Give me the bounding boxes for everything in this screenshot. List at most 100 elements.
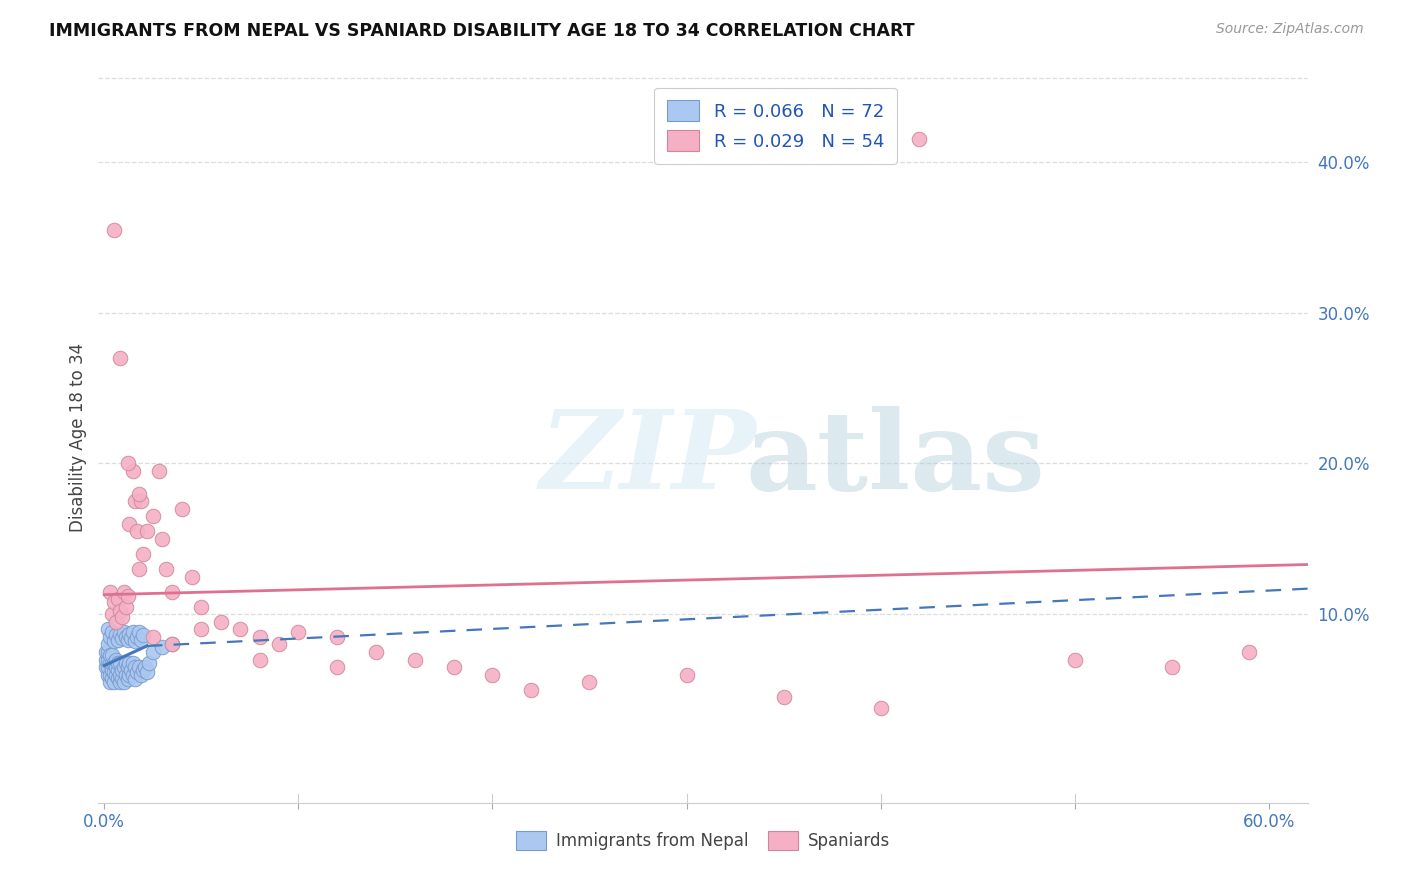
Point <box>101 648 124 662</box>
Point <box>155 562 177 576</box>
Point <box>104 660 127 674</box>
Point <box>129 632 152 647</box>
Point <box>107 656 129 670</box>
Point <box>1063 652 1085 666</box>
Point <box>170 501 193 516</box>
Point <box>128 625 150 640</box>
Point <box>136 524 159 539</box>
Point <box>120 663 142 677</box>
Point <box>443 660 465 674</box>
Point <box>1160 660 1182 674</box>
Point <box>114 630 136 644</box>
Point <box>112 675 135 690</box>
Point <box>132 628 155 642</box>
Point <box>404 652 426 666</box>
Point <box>128 660 150 674</box>
Point <box>152 640 174 655</box>
Point <box>98 675 121 690</box>
Point <box>772 690 794 705</box>
Point <box>103 656 125 670</box>
Point <box>104 628 127 642</box>
Point <box>124 672 146 686</box>
Point <box>908 132 931 146</box>
Text: ZIP: ZIP <box>540 405 756 513</box>
Point <box>127 630 149 644</box>
Point <box>869 700 891 714</box>
Point <box>108 351 131 365</box>
Point <box>132 663 155 677</box>
Text: IMMIGRANTS FROM NEPAL VS SPANIARD DISABILITY AGE 18 TO 34 CORRELATION CHART: IMMIGRANTS FROM NEPAL VS SPANIARD DISABI… <box>49 22 915 40</box>
Point <box>103 675 125 690</box>
Point <box>160 637 183 651</box>
Point <box>108 675 131 690</box>
Point <box>160 637 183 651</box>
Point <box>124 494 146 508</box>
Point <box>101 671 124 685</box>
Point <box>326 630 349 644</box>
Point <box>101 663 124 677</box>
Legend: Immigrants from Nepal, Spaniards: Immigrants from Nepal, Spaniards <box>509 824 897 856</box>
Point <box>118 667 141 681</box>
Point <box>122 625 145 640</box>
Point <box>107 671 129 685</box>
Point <box>98 648 121 662</box>
Point <box>136 665 159 679</box>
Point <box>101 607 124 622</box>
Point <box>209 615 232 629</box>
Point <box>120 632 142 646</box>
Point <box>129 667 152 681</box>
Point <box>142 645 165 659</box>
Point <box>117 589 139 603</box>
Point <box>117 672 139 686</box>
Point <box>103 595 125 609</box>
Point <box>112 584 135 599</box>
Point <box>142 630 165 644</box>
Point <box>96 645 118 659</box>
Point <box>118 516 141 531</box>
Point <box>97 623 120 637</box>
Point <box>103 634 125 648</box>
Point <box>118 656 141 670</box>
Point <box>108 604 131 618</box>
Point <box>190 599 212 614</box>
Point <box>142 509 165 524</box>
Point <box>152 532 174 546</box>
Point <box>111 671 134 685</box>
Point <box>1239 645 1261 659</box>
Point <box>112 625 135 640</box>
Point <box>118 627 141 641</box>
Point <box>122 464 145 478</box>
Point <box>96 660 118 674</box>
Point <box>287 625 309 640</box>
Point <box>104 652 127 666</box>
Point <box>103 223 125 237</box>
Text: Source: ZipAtlas.com: Source: ZipAtlas.com <box>1216 22 1364 37</box>
Point <box>111 610 134 624</box>
Point <box>128 562 150 576</box>
Point <box>249 652 271 666</box>
Point <box>97 652 120 666</box>
Point <box>124 634 146 648</box>
Point <box>111 663 134 677</box>
Point <box>98 667 121 681</box>
Point <box>97 637 120 651</box>
Point <box>114 667 136 681</box>
Point <box>160 584 183 599</box>
Point <box>267 637 290 651</box>
Point <box>108 627 131 641</box>
Point <box>98 584 121 599</box>
Point <box>97 667 120 681</box>
Point <box>117 457 139 471</box>
Point <box>114 599 136 614</box>
Point <box>108 656 131 670</box>
Point <box>112 660 135 674</box>
Point <box>132 547 155 561</box>
Point <box>129 494 152 508</box>
Point <box>117 632 139 647</box>
Point <box>104 667 127 681</box>
Point <box>101 625 124 640</box>
Point <box>675 667 697 681</box>
Point <box>578 675 600 690</box>
Point <box>108 667 131 681</box>
Y-axis label: Disability Age 18 to 34: Disability Age 18 to 34 <box>69 343 87 532</box>
